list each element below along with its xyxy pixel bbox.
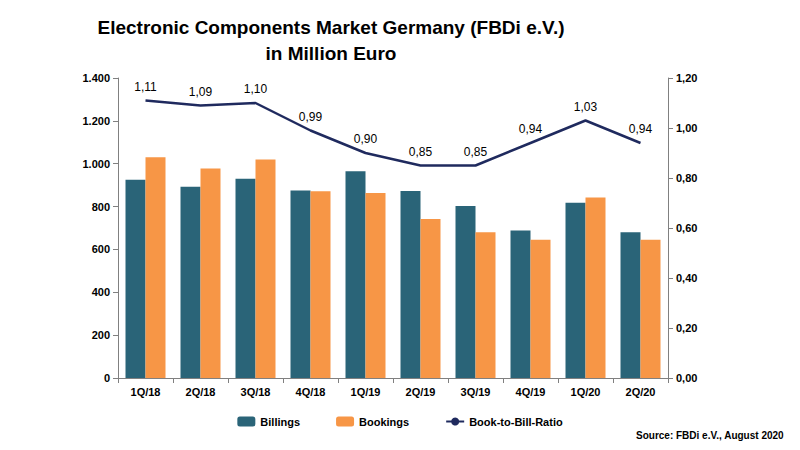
- svg-text:Electronic Components Market G: Electronic Components Market Germany (FB…: [97, 17, 564, 38]
- svg-text:Book-to-Bill-Ratio: Book-to-Bill-Ratio: [469, 416, 563, 428]
- svg-text:1.000: 1.000: [82, 158, 110, 170]
- svg-text:800: 800: [92, 201, 110, 213]
- svg-text:0,20: 0,20: [676, 322, 697, 334]
- svg-text:Source: FBDi e.V., August 2020: Source: FBDi e.V., August 2020: [636, 430, 784, 441]
- svg-text:4Q/19: 4Q/19: [516, 386, 546, 398]
- svg-text:in Million Euro: in Million Euro: [266, 43, 397, 64]
- svg-text:1,11: 1,11: [134, 80, 157, 94]
- svg-text:1Q/20: 1Q/20: [571, 386, 601, 398]
- svg-text:Bookings: Bookings: [359, 416, 409, 428]
- svg-text:1,09: 1,09: [189, 85, 213, 99]
- svg-text:2Q/19: 2Q/19: [406, 386, 436, 398]
- svg-text:Billings: Billings: [260, 416, 300, 428]
- svg-text:400: 400: [92, 286, 110, 298]
- svg-text:0,85: 0,85: [464, 145, 488, 159]
- svg-text:1.400: 1.400: [82, 72, 110, 84]
- svg-text:0,94: 0,94: [519, 122, 543, 136]
- svg-text:0: 0: [104, 372, 110, 384]
- svg-text:600: 600: [92, 243, 110, 255]
- svg-text:0,00: 0,00: [676, 372, 697, 384]
- svg-text:0,80: 0,80: [676, 172, 697, 184]
- svg-text:1Q/18: 1Q/18: [131, 386, 161, 398]
- svg-text:3Q/18: 3Q/18: [241, 386, 271, 398]
- svg-text:4Q/18: 4Q/18: [296, 386, 326, 398]
- svg-text:1.200: 1.200: [82, 115, 110, 127]
- svg-text:2Q/20: 2Q/20: [626, 386, 656, 398]
- svg-text:0,85: 0,85: [409, 145, 433, 159]
- svg-text:0,40: 0,40: [676, 272, 697, 284]
- svg-text:1,00: 1,00: [676, 122, 697, 134]
- svg-text:1,10: 1,10: [244, 82, 268, 96]
- svg-text:0,99: 0,99: [299, 110, 323, 124]
- svg-text:0,94: 0,94: [629, 122, 653, 136]
- svg-text:0,60: 0,60: [676, 222, 697, 234]
- svg-text:2Q/18: 2Q/18: [186, 386, 216, 398]
- svg-text:200: 200: [92, 329, 110, 341]
- svg-text:1Q/19: 1Q/19: [351, 386, 381, 398]
- svg-text:1,20: 1,20: [676, 72, 697, 84]
- svg-text:0,90: 0,90: [354, 132, 378, 146]
- svg-text:3Q/19: 3Q/19: [461, 386, 491, 398]
- svg-text:1,03: 1,03: [574, 100, 598, 114]
